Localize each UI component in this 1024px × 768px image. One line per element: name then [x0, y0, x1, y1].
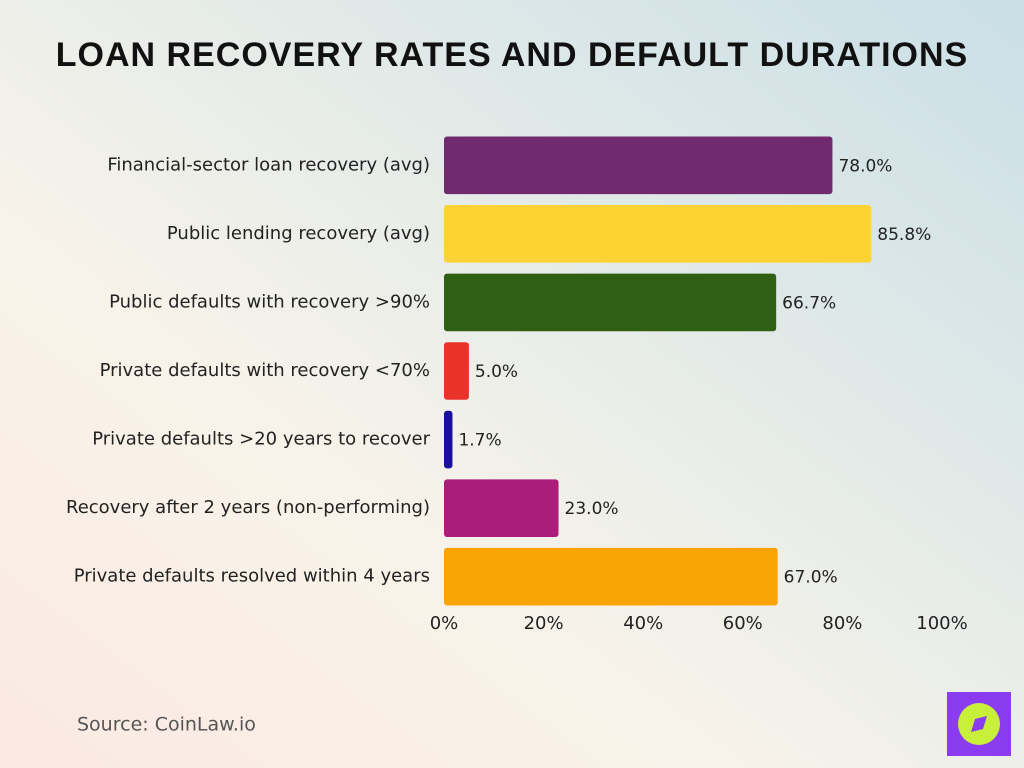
- value-label: 5.0%: [475, 362, 518, 382]
- bar: [444, 410, 453, 469]
- bar: [444, 136, 833, 195]
- bar: [444, 479, 559, 537]
- x-tick-label: 20%: [524, 613, 564, 634]
- value-label: 78.0%: [838, 156, 892, 176]
- value-label: 66.7%: [782, 293, 836, 313]
- value-label: 23.0%: [565, 499, 619, 519]
- bar: [444, 205, 872, 263]
- bar: [444, 547, 778, 606]
- bar: [444, 342, 469, 400]
- x-tick-label: 60%: [723, 613, 763, 634]
- y-tick-label: Private defaults resolved within 4 years: [74, 566, 430, 587]
- value-label: 85.8%: [877, 225, 931, 245]
- y-tick-label: Recovery after 2 years (non-performing): [66, 497, 430, 518]
- y-tick-label: Public defaults with recovery >90%: [109, 291, 430, 312]
- value-label: 67.0%: [784, 568, 838, 588]
- y-tick-label: Private defaults >20 years to recover: [92, 429, 430, 450]
- x-tick-label: 40%: [623, 613, 663, 634]
- x-tick-label: 100%: [916, 613, 967, 634]
- y-tick-label: Public lending recovery (avg): [167, 223, 430, 244]
- bar: [444, 273, 777, 332]
- source: Source: CoinLaw.io: [77, 714, 256, 736]
- value-label: 1.7%: [458, 431, 501, 451]
- y-tick-label: Financial-sector loan recovery (avg): [107, 154, 430, 175]
- logo: [947, 692, 1011, 756]
- x-tick-label: 80%: [822, 613, 862, 634]
- x-tick-label: 0%: [430, 613, 459, 634]
- y-tick-label: Private defaults with recovery <70%: [100, 360, 430, 381]
- chart-title: Loan Recovery Rates and Default Duration…: [56, 36, 968, 74]
